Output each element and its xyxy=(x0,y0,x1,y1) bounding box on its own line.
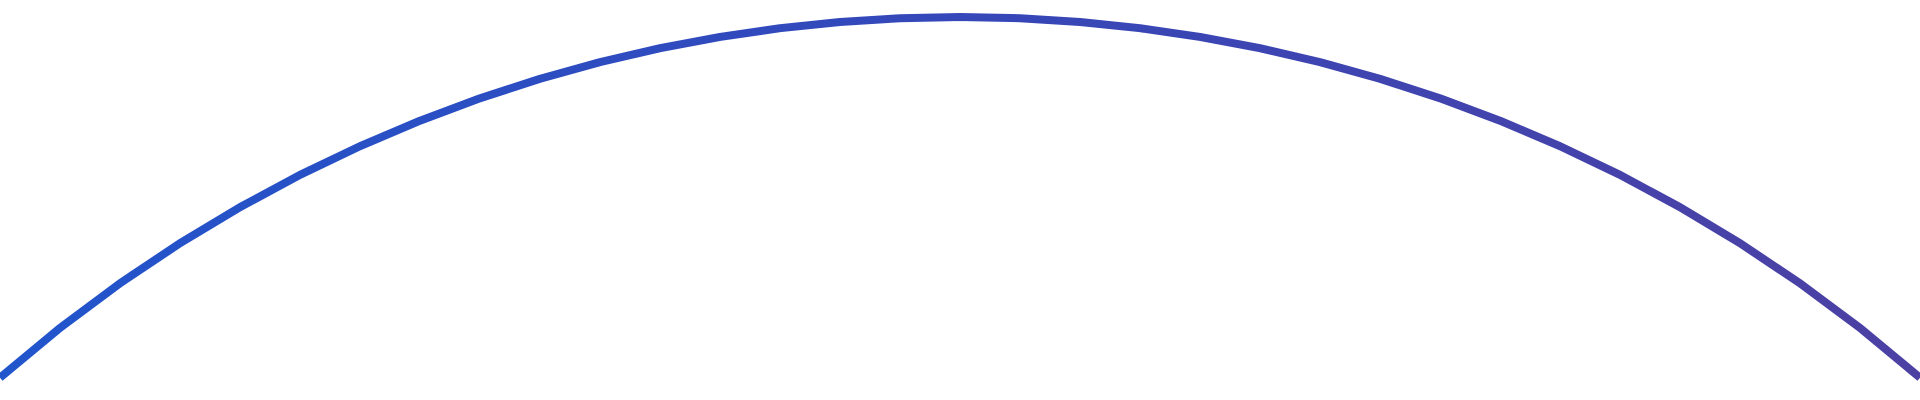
arc-curve xyxy=(0,13,1920,381)
